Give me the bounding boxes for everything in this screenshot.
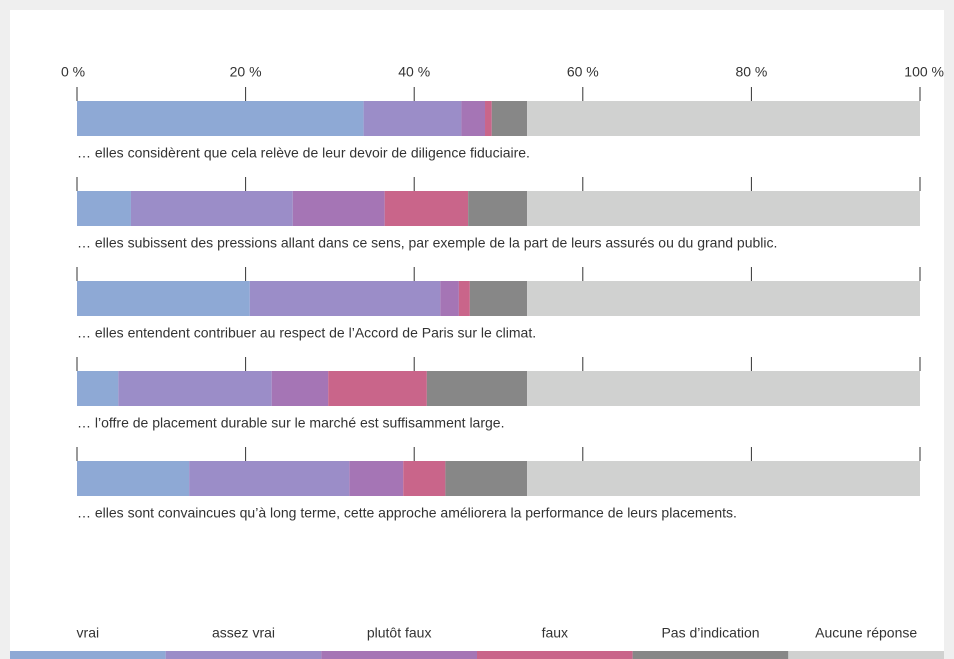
category-label: … elles subissent des pressions allant d…	[77, 235, 777, 251]
x-tick-label: 60 %	[567, 64, 599, 80]
bar-segment	[384, 191, 469, 226]
bar-segment	[189, 461, 350, 496]
bar-segment	[468, 191, 528, 226]
bar-segment	[77, 371, 119, 406]
legend-swatch	[477, 651, 633, 659]
bar-segment	[77, 281, 250, 316]
bar-segment	[485, 101, 492, 136]
x-tick-label: 80 %	[735, 64, 767, 80]
bar-segment	[77, 461, 190, 496]
category-label: … elles considèrent que cela relève de l…	[77, 145, 530, 161]
bar-segment	[527, 461, 920, 496]
bar-segment	[461, 101, 486, 136]
bar-segment	[130, 191, 293, 226]
bar-segment	[440, 281, 459, 316]
bar-segment	[292, 191, 385, 226]
legend-label: Aucune réponse	[815, 625, 917, 641]
bar-segment	[349, 461, 404, 496]
bar-segment	[426, 371, 528, 406]
bar-segment	[77, 101, 364, 136]
category-label: … elles sont convaincues qu’à long terme…	[77, 505, 737, 521]
x-tick-label: 20 %	[230, 64, 262, 80]
bar-segment	[527, 371, 920, 406]
bar-segment	[363, 101, 462, 136]
bar-segment	[271, 371, 329, 406]
bar-segment	[328, 371, 427, 406]
legend-label: plutôt faux	[367, 625, 432, 641]
bar-segment	[249, 281, 441, 316]
category-label: … elles entendent contribuer au respect …	[77, 325, 536, 341]
category-label: … l’offre de placement durable sur le ma…	[77, 415, 504, 431]
bar-segment	[403, 461, 446, 496]
legend-label: faux	[542, 625, 568, 641]
bar-segment	[491, 101, 528, 136]
x-tick-label: 40 %	[398, 64, 430, 80]
bar-segment	[469, 281, 528, 316]
legend-swatch	[10, 651, 166, 659]
bar-segment	[77, 191, 131, 226]
bar-segment	[445, 461, 528, 496]
bar-segment	[118, 371, 272, 406]
x-tick-label: 0 %	[61, 64, 85, 80]
legend-label: Pas d’indication	[661, 625, 759, 641]
bar-segment	[527, 281, 920, 316]
legend-swatch	[165, 651, 322, 659]
legend-swatch	[632, 651, 789, 659]
legend-swatch	[321, 651, 477, 659]
x-tick-label: 100 %	[904, 64, 944, 80]
bar-segment	[527, 191, 920, 226]
bar-segment	[458, 281, 470, 316]
bar-segment	[527, 101, 920, 136]
legend-swatch	[788, 651, 944, 659]
legend-label: vrai	[77, 625, 100, 641]
legend-label: assez vrai	[212, 625, 275, 641]
